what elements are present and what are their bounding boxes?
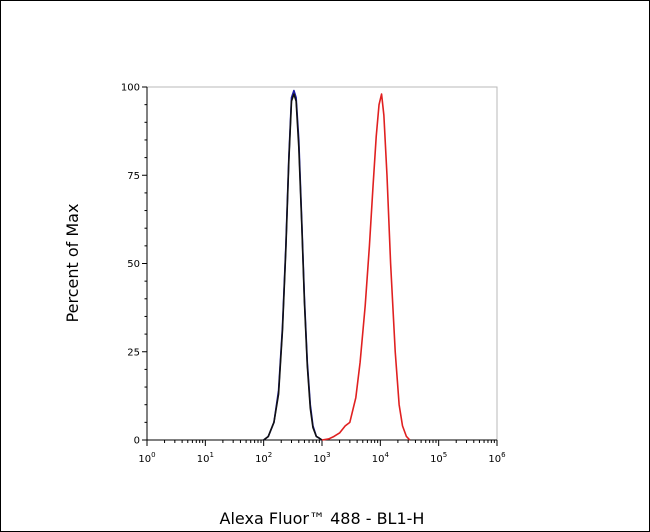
x-tick-label: 100 (138, 451, 155, 465)
histogram-series-3 (321, 93, 411, 441)
x-tick-label: 105 (430, 451, 447, 465)
histogram-series-2 (263, 93, 323, 441)
x-tick-label: 102 (255, 451, 272, 465)
y-axis-ticks: 0 25 50 75 100 (121, 83, 147, 447)
y-axis-title: Percent of Max (63, 204, 82, 323)
x-tick-label: 106 (488, 451, 506, 465)
y-tick-label: 50 (127, 259, 140, 270)
x-tick-label: 103 (313, 451, 330, 465)
y-tick-label: 0 (134, 436, 140, 447)
y-tick-label: 100 (121, 83, 140, 94)
y-tick-label: 25 (127, 347, 140, 358)
x-axis-ticks: 100 101 102 103 104 105 106 (138, 440, 506, 465)
x-axis-title: Alexa Fluor™ 488 - BL1-H (220, 509, 425, 528)
x-tick-label: 104 (372, 451, 390, 465)
y-tick-label: 75 (127, 171, 140, 182)
x-tick-label: 101 (197, 451, 214, 465)
series-layer (263, 89, 411, 441)
